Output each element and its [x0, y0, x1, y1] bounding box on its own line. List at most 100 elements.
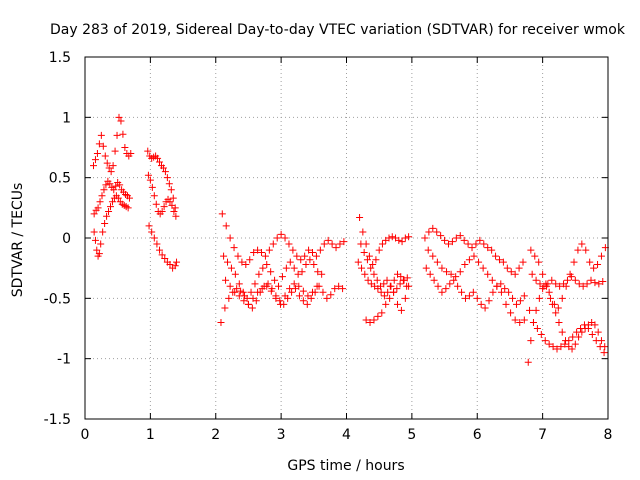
- data-point: [242, 261, 250, 269]
- data-point: [105, 207, 113, 215]
- data-point: [437, 232, 445, 240]
- data-point: [286, 258, 294, 266]
- y-tick-label: -1: [57, 352, 71, 368]
- data-point: [587, 276, 595, 284]
- data-point: [497, 280, 505, 288]
- data-point: [106, 180, 114, 188]
- data-point: [380, 280, 388, 288]
- data-point: [144, 147, 152, 155]
- series-arc14: [357, 240, 411, 296]
- data-point: [156, 246, 164, 254]
- y-tick-label: -0.5: [44, 291, 71, 307]
- data-point: [489, 288, 497, 296]
- data-point: [359, 228, 367, 236]
- data-point: [536, 280, 544, 288]
- data-point: [554, 304, 562, 312]
- x-tick-label: 5: [407, 427, 416, 443]
- series-arc17: [424, 246, 528, 326]
- y-axis-label: SDTVAR / TECUs: [10, 183, 26, 298]
- data-point: [320, 240, 328, 248]
- data-point: [153, 240, 161, 248]
- data-point: [461, 294, 469, 302]
- data-point: [115, 113, 123, 121]
- data-point: [452, 273, 460, 281]
- data-point: [313, 282, 321, 290]
- data-point: [421, 234, 429, 242]
- data-point: [331, 285, 339, 293]
- data-point: [169, 194, 177, 202]
- data-point: [539, 285, 547, 293]
- data-point: [532, 306, 540, 314]
- data-point: [552, 280, 560, 288]
- data-point: [303, 300, 311, 308]
- data-point: [299, 287, 307, 295]
- data-point: [173, 258, 181, 266]
- data-point: [168, 201, 176, 209]
- data-point: [468, 244, 476, 252]
- y-tick-label: 1.5: [49, 50, 71, 66]
- data-point: [230, 244, 238, 252]
- data-point: [465, 256, 473, 264]
- series-arc12: [354, 258, 411, 300]
- data-point: [261, 252, 269, 260]
- data-point: [117, 117, 125, 125]
- data-point: [361, 270, 369, 278]
- x-axis-label: GPS time / hours: [287, 458, 404, 474]
- data-point: [570, 258, 578, 266]
- series-arc21: [524, 280, 609, 366]
- data-point: [546, 294, 554, 302]
- data-point: [340, 238, 348, 246]
- data-point: [156, 158, 164, 166]
- data-point: [600, 349, 608, 357]
- data-point: [405, 233, 413, 241]
- data-point: [364, 276, 372, 284]
- data-point: [309, 288, 317, 296]
- data-point: [238, 258, 246, 266]
- series-arc4: [144, 147, 179, 212]
- data-point: [535, 258, 543, 266]
- y-tick-label: -1.5: [44, 412, 71, 428]
- data-point: [385, 234, 393, 242]
- data-point: [553, 345, 561, 353]
- data-point: [310, 261, 318, 269]
- data-point: [281, 292, 289, 300]
- data-point: [146, 176, 154, 184]
- data-point: [224, 258, 232, 266]
- data-point: [90, 210, 98, 218]
- data-point: [358, 264, 366, 272]
- data-point: [160, 203, 168, 211]
- x-tick-label: 6: [473, 427, 482, 443]
- data-point: [93, 150, 101, 158]
- data-point: [369, 261, 377, 269]
- data-point: [448, 238, 456, 246]
- data-point: [560, 280, 568, 288]
- data-point: [354, 258, 362, 266]
- data-point: [309, 248, 317, 256]
- data-point: [166, 198, 174, 206]
- data-point: [558, 328, 566, 336]
- data-point: [167, 186, 175, 194]
- data-point: [217, 318, 225, 326]
- data-point: [312, 252, 320, 260]
- data-point: [515, 264, 523, 272]
- data-point: [578, 328, 586, 336]
- series-arc8: [218, 210, 348, 269]
- data-point: [393, 285, 401, 293]
- data-point: [443, 268, 451, 276]
- data-point: [501, 285, 509, 293]
- x-tick-label: 3: [277, 427, 286, 443]
- data-point: [339, 285, 347, 293]
- data-point: [247, 288, 255, 296]
- data-point: [476, 236, 484, 244]
- data-point: [509, 294, 517, 302]
- data-point: [377, 288, 385, 296]
- data-point: [249, 294, 257, 302]
- data-point: [302, 261, 310, 269]
- data-point: [390, 288, 398, 296]
- data-point: [273, 234, 281, 242]
- data-point: [306, 256, 314, 264]
- data-point: [144, 171, 152, 179]
- chart-title: Day 283 of 2019, Sidereal Day-to-day VTE…: [50, 22, 626, 38]
- data-point: [314, 268, 322, 276]
